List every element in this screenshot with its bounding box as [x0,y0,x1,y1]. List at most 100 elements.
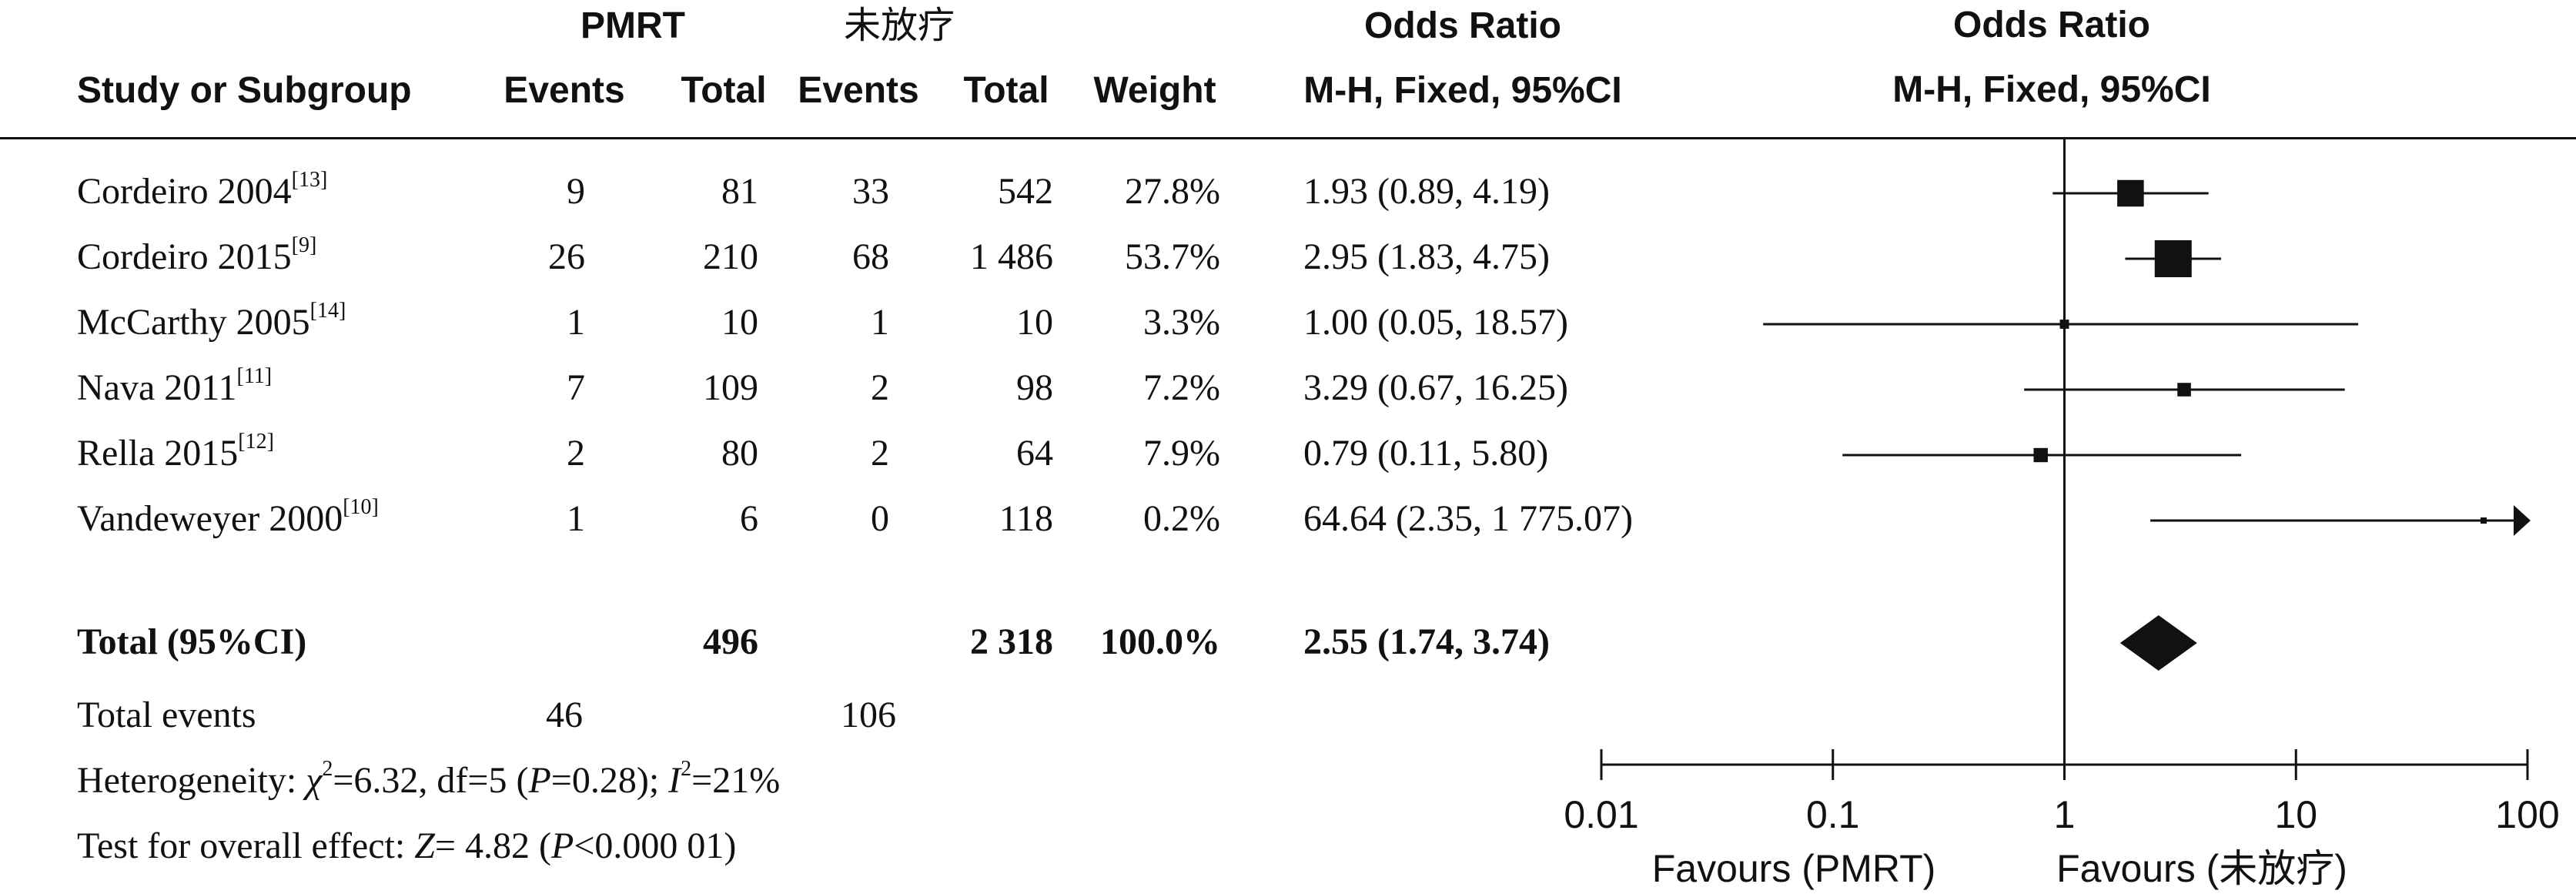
total-total2: 2 318 [970,621,1053,662]
total-ci: 2.55 (1.74, 3.74) [1303,621,1550,662]
or-title-header: Odds Ratio [1363,5,1562,46]
study-total2: 1 486 [970,236,1053,277]
study-name: Rella 2015[12] [77,431,274,474]
x-tick-label: 100 [2495,793,2559,836]
study-ci: 64.64 (2.35, 1 775.07) [1303,498,1633,539]
z-value: = 4.82 ( [434,825,551,866]
x-tick-label: 1 [2054,793,2076,836]
study-label: Cordeiro 2004 [77,171,292,212]
study-events2: 68 [852,236,889,277]
study-total2: 98 [1016,367,1053,408]
favours-left-label: Favours (PMRT) [1652,847,1936,890]
chi-sup: 2 [322,757,333,781]
chi-symbol: χ [306,760,323,801]
heterogeneity-p: P [528,760,551,801]
events1-header: Events [503,70,625,111]
study-events1: 1 [567,302,585,343]
study-total1: 10 [721,302,758,343]
heterogeneity-prefix: Heterogeneity: [77,760,306,801]
study-total2: 10 [1016,302,1053,343]
point-estimate [2177,383,2191,397]
study-reference: [10] [343,495,379,519]
study-weight: 3.3% [1143,302,1220,343]
study-reference: [14] [309,299,346,323]
study-total1: 210 [703,236,758,277]
study-total2: 542 [998,171,1053,212]
point-estimate [2059,320,2069,329]
study-weight: 27.8% [1125,171,1220,212]
favours-right-label: Favours (未放疗) [2056,847,2347,890]
total1-header: Total [681,70,767,111]
study-ci: 1.93 (0.89, 4.19) [1303,171,1550,212]
total-events2: 106 [841,695,896,735]
study-events2: 0 [871,498,889,539]
total-label: Total (95%CI) [77,621,307,662]
study-total1: 6 [740,498,758,539]
study-events1: 1 [567,498,585,539]
study-total1: 80 [721,433,758,474]
group1-header: PMRT [580,5,685,46]
overall-pvalue: <0.000 01) [574,825,737,866]
total-events-label: Total events [77,695,256,735]
point-estimate [2154,240,2192,277]
total-total1: 496 [703,621,758,662]
z-symbol: Z [414,825,435,866]
study-events1: 26 [548,236,585,277]
heterogeneity-text: Heterogeneity: χ2=6.32, df=5 (P=0.28); I… [77,758,781,801]
study-events2: 1 [871,302,889,343]
study-label: Nava 2011 [77,367,237,408]
study-events1: 2 [567,433,585,474]
study-events2: 2 [871,367,889,408]
study-total2: 118 [999,498,1053,539]
study-total1: 109 [703,367,758,408]
events2-header: Events [798,70,919,111]
i-squared-value: =21% [691,760,781,801]
study-ci: 3.29 (0.67, 16.25) [1303,367,1568,408]
study-label: McCarthy 2005 [77,302,310,343]
or-method-header: M-H, Fixed, 95%CI [1303,70,1622,111]
total-weight: 100.0% [1100,621,1220,662]
study-weight: 7.9% [1143,433,1220,474]
study-total1: 81 [721,171,758,212]
heterogeneity-pvalue: =0.28); [550,760,669,801]
study-ci: 1.00 (0.05, 18.57) [1303,302,1568,343]
study-weight: 0.2% [1143,498,1220,539]
study-ci: 0.79 (0.11, 5.80) [1303,433,1549,474]
x-tick-label: 0.01 [1564,793,1638,836]
study-total2: 64 [1016,433,1053,474]
study-label: Cordeiro 2015 [77,236,292,277]
study-label: Rella 2015 [77,433,239,474]
overall-effect-text: Test for overall effect: Z= 4.82 (P<0.00… [77,828,736,865]
overall-prefix: Test for overall effect: [77,825,415,866]
study-events1: 7 [567,367,585,408]
total2-header: Total [963,70,1049,111]
weight-header: Weight [1093,70,1216,111]
study-reference: [11] [236,364,273,388]
i-sup: 2 [681,757,692,781]
study-label: Vandeweyer 2000 [77,498,343,539]
group2-header: 未放疗 [843,5,955,46]
study-header: Study or Subgroup [77,70,412,111]
study-name: McCarthy 2005[14] [77,300,346,343]
overall-p: P [550,825,574,866]
x-tick-label: 10 [2274,793,2317,836]
study-name: Nava 2011[11] [77,366,272,408]
point-estimate [2481,517,2487,524]
study-reference: [12] [238,430,274,454]
ci-arrow [2514,505,2531,536]
study-reference: [13] [291,168,328,192]
i-symbol: I [668,760,681,801]
study-name: Cordeiro 2015[9] [77,235,316,277]
total-events1: 46 [546,695,583,735]
heterogeneity-values: =6.32, df=5 ( [333,760,529,801]
x-tick-label: 0.1 [1806,793,1860,836]
chart-title: Odds Ratio [1953,5,2150,45]
study-events2: 33 [852,171,889,212]
pooled-diamond [2119,615,2197,671]
study-weight: 53.7% [1125,236,1220,277]
header-rule [0,137,2576,139]
point-estimate [2033,447,2048,463]
study-weight: 7.2% [1143,367,1220,408]
study-name: Cordeiro 2004[13] [77,169,327,212]
